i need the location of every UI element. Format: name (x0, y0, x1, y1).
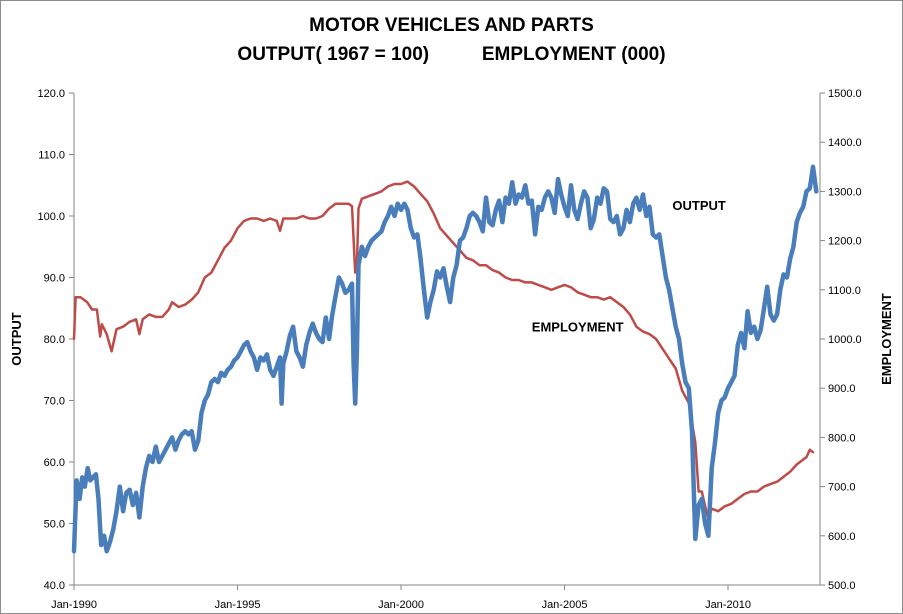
y-right-tick-label: 900.0 (828, 383, 856, 395)
y-right-tick-label: 700.0 (828, 482, 856, 494)
y-left-tick-label: 110.0 (38, 150, 65, 162)
y-right-tick-label: 800.0 (828, 432, 856, 444)
y-right-tick-label: 1500.0 (828, 88, 862, 100)
y-left-tick-label: 60.0 (44, 457, 65, 469)
x-tick-label: Jan-2010 (705, 599, 751, 611)
chart-title-line-2: OUTPUT( 1967 = 100) EMPLOYMENT (000) (237, 44, 666, 65)
y-right-tick-label: 1100.0 (828, 285, 861, 297)
y-left-tick-label: 80.0 (44, 334, 65, 346)
x-tick-label: Jan-1995 (215, 599, 261, 611)
y-right-tick-label: 500.0 (828, 580, 856, 592)
y-left-tick-label: 40.0 (44, 580, 65, 592)
output-annotation-label: OUTPUT (672, 198, 726, 213)
y-right-tick-label: 1200.0 (828, 236, 862, 248)
y-right-tick-label: 1400.0 (828, 137, 862, 149)
output-series-line (71, 164, 819, 554)
y-left-tick-label: 100.0 (37, 211, 65, 223)
y-right-tick-label: 1300.0 (828, 186, 862, 198)
employment-series-line (72, 180, 815, 520)
y-right-tick-label: 1000.0 (828, 334, 862, 346)
y-right-tick-label: 600.0 (828, 531, 856, 543)
y-left-tick-label: 120.0 (37, 88, 65, 100)
y-axis-right-title: EMPLOYMENT (879, 293, 894, 385)
x-tick-label: Jan-2005 (542, 599, 588, 611)
employment-annotation-label: EMPLOYMENT (532, 320, 624, 335)
y-left-tick-label: 90.0 (44, 273, 65, 285)
x-tick-label: Jan-1990 (51, 599, 97, 611)
y-axis-left-title: OUTPUT (9, 312, 24, 366)
x-tick-label: Jan-2000 (378, 599, 424, 611)
chart-title-line-1: MOTOR VEHICLES AND PARTS (309, 15, 594, 36)
y-left-tick-label: 50.0 (44, 519, 65, 531)
y-left-tick-label: 70.0 (44, 396, 65, 408)
